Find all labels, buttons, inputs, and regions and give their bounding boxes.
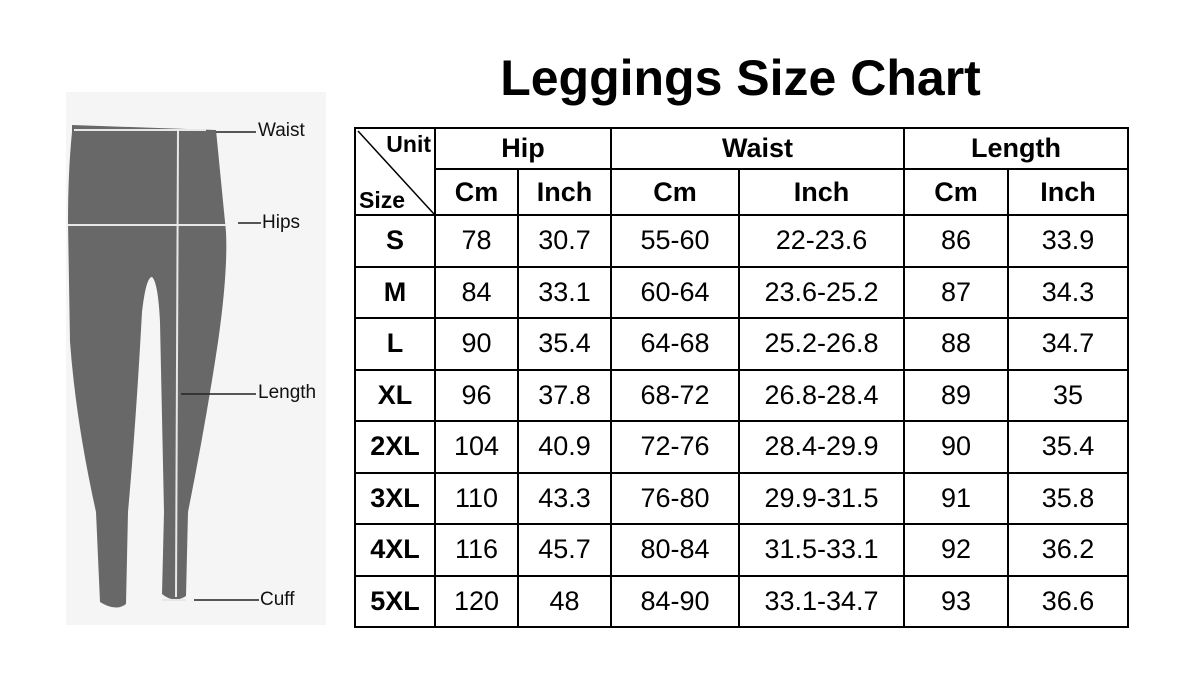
value-cell: 34.7	[1007, 317, 1129, 371]
value-cell: 29.9-31.5	[738, 471, 905, 525]
value-cell: 22-23.6	[738, 214, 905, 268]
value-cell: 40.9	[517, 420, 612, 474]
value-cell: 48	[517, 574, 612, 628]
value-cell: 68-72	[610, 368, 740, 422]
subheader: Inch	[517, 168, 612, 216]
table-row: 4XL 116 45.7 80-84 31.5-33.1 92 36.2	[354, 523, 1129, 577]
length-label: Length	[258, 382, 317, 403]
value-cell: 120	[434, 574, 519, 628]
value-cell: 34.3	[1007, 265, 1129, 319]
header-waist: Waist	[610, 127, 905, 170]
value-cell: 86	[903, 214, 1009, 268]
value-cell: 116	[434, 523, 519, 577]
value-cell: 90	[903, 420, 1009, 474]
size-cell: M	[354, 265, 436, 319]
value-cell: 90	[434, 317, 519, 371]
value-cell: 76-80	[610, 471, 740, 525]
table-row: L 90 35.4 64-68 25.2-26.8 88 34.7	[354, 317, 1129, 371]
value-cell: 87	[903, 265, 1009, 319]
value-cell: 35.4	[517, 317, 612, 371]
waist-label: Waist	[258, 120, 305, 141]
size-cell: 4XL	[354, 523, 436, 577]
subheader: Cm	[434, 168, 519, 216]
value-cell: 84-90	[610, 574, 740, 628]
value-cell: 64-68	[610, 317, 740, 371]
subheader: Cm	[610, 168, 740, 216]
value-cell: 33.1-34.7	[738, 574, 905, 628]
value-cell: 96	[434, 368, 519, 422]
subheader: Inch	[738, 168, 905, 216]
hips-label: Hips	[262, 212, 301, 233]
value-cell: 91	[903, 471, 1009, 525]
value-cell: 110	[434, 471, 519, 525]
value-cell: 89	[903, 368, 1009, 422]
value-cell: 35.8	[1007, 471, 1129, 525]
value-cell: 36.2	[1007, 523, 1129, 577]
value-cell: 84	[434, 265, 519, 319]
subheader: Cm	[903, 168, 1009, 216]
size-cell: XL	[354, 368, 436, 422]
table-row: 3XL 110 43.3 76-80 29.9-31.5 91 35.8	[354, 471, 1129, 525]
header-length: Length	[903, 127, 1129, 170]
value-cell: 104	[434, 420, 519, 474]
cuff-label: Cuff	[260, 589, 295, 610]
value-cell: 26.8-28.4	[738, 368, 905, 422]
size-cell: 2XL	[354, 420, 436, 474]
leggings-illustration: Waist Hips Length Cuff	[66, 92, 326, 625]
size-cell: 5XL	[354, 574, 436, 628]
size-label: Size	[359, 187, 406, 213]
value-cell: 80-84	[610, 523, 740, 577]
value-cell: 43.3	[517, 471, 612, 525]
value-cell: 33.1	[517, 265, 612, 319]
value-cell: 45.7	[517, 523, 612, 577]
value-cell: 72-76	[610, 420, 740, 474]
value-cell: 28.4-29.9	[738, 420, 905, 474]
value-cell: 30.7	[517, 214, 612, 268]
leggings-shape	[68, 125, 227, 608]
value-cell: 88	[903, 317, 1009, 371]
value-cell: 55-60	[610, 214, 740, 268]
value-cell: 33.9	[1007, 214, 1129, 268]
header-hip: Hip	[434, 127, 612, 170]
size-cell: 3XL	[354, 471, 436, 525]
unit-label: Unit	[386, 131, 431, 157]
value-cell: 78	[434, 214, 519, 268]
table-row: S 78 30.7 55-60 22-23.6 86 33.9	[354, 214, 1129, 268]
subheader: Inch	[1007, 168, 1129, 216]
value-cell: 31.5-33.1	[738, 523, 905, 577]
table-row: XL 96 37.8 68-72 26.8-28.4 89 35	[354, 368, 1129, 422]
value-cell: 23.6-25.2	[738, 265, 905, 319]
value-cell: 37.8	[517, 368, 612, 422]
size-cell: L	[354, 317, 436, 371]
table-row: M 84 33.1 60-64 23.6-25.2 87 34.3	[354, 265, 1129, 319]
value-cell: 92	[903, 523, 1009, 577]
value-cell: 93	[903, 574, 1009, 628]
value-cell: 25.2-26.8	[738, 317, 905, 371]
page-title: Leggings Size Chart	[500, 50, 981, 106]
value-cell: 60-64	[610, 265, 740, 319]
corner-cell: Unit Size	[354, 127, 436, 216]
table-row: 2XL 104 40.9 72-76 28.4-29.9 90 35.4	[354, 420, 1129, 474]
value-cell: 35.4	[1007, 420, 1129, 474]
table-row: 5XL 120 48 84-90 33.1-34.7 93 36.6	[354, 574, 1129, 628]
size-table: Unit Size Hip Waist Length Cm Inch Cm In…	[354, 127, 1129, 628]
value-cell: 35	[1007, 368, 1129, 422]
value-cell: 36.6	[1007, 574, 1129, 628]
size-cell: S	[354, 214, 436, 268]
